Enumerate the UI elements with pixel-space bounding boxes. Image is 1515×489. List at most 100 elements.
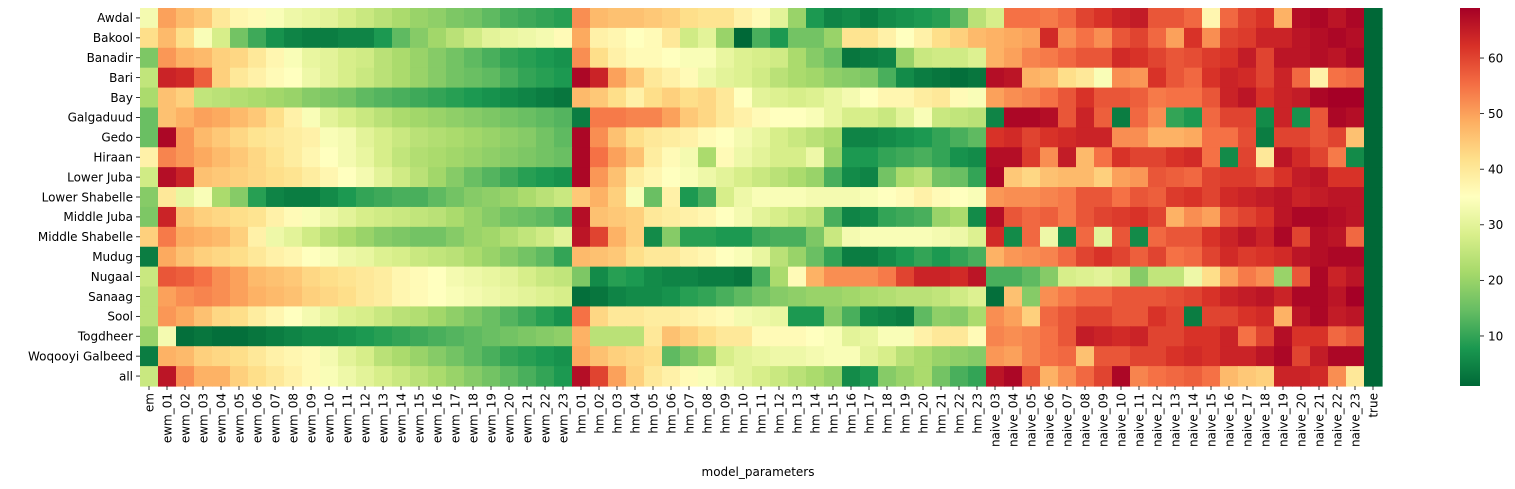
heatmap-cell [626, 366, 645, 387]
heatmap-cell [1094, 306, 1113, 327]
heatmap-cell [824, 286, 843, 308]
heatmap-cell [356, 286, 375, 308]
heatmap-cell [680, 306, 699, 327]
heatmap-cell [608, 187, 627, 208]
heatmap-cell [1274, 306, 1293, 327]
heatmap-cell [734, 366, 753, 387]
heatmap-cell [554, 8, 573, 29]
heatmap-cell [1094, 47, 1113, 69]
heatmap-cell [1310, 346, 1329, 367]
heatmap-cell [734, 226, 753, 248]
heatmap-cell [752, 27, 771, 49]
heatmap-cell [1310, 147, 1329, 168]
heatmap-cell [212, 87, 231, 109]
x-tick-label: em [142, 393, 156, 412]
heatmap-cell [806, 326, 825, 347]
heatmap-cell [536, 266, 555, 288]
heatmap-cell [1238, 326, 1257, 347]
heatmap-cell [896, 107, 915, 128]
heatmap-cell [1238, 226, 1257, 248]
heatmap-cell [680, 246, 699, 268]
heatmap-cell [1004, 87, 1023, 109]
heatmap-cell [878, 206, 897, 228]
heatmap-cell [158, 107, 177, 128]
heatmap-cell [212, 226, 231, 248]
heatmap-cell [590, 127, 609, 148]
heatmap-cell [1238, 87, 1257, 109]
heatmap-cell [140, 266, 159, 288]
heatmap-cell [374, 87, 393, 109]
heatmap-cell [554, 67, 573, 89]
x-tick-label: hm_08 [700, 393, 714, 434]
heatmap-cell [410, 107, 429, 128]
heatmap-cell [788, 47, 807, 69]
heatmap-cell [644, 306, 663, 327]
y-tick-label: Middle Shabelle [38, 230, 133, 244]
heatmap-cell [842, 246, 861, 268]
heatmap-cell [932, 167, 951, 188]
heatmap-cell [284, 167, 303, 188]
heatmap-cell [518, 206, 537, 228]
heatmap-cell [572, 107, 591, 128]
heatmap-cell [1292, 206, 1311, 228]
heatmap-cell [698, 67, 717, 89]
heatmap-cell [302, 27, 321, 49]
heatmap-cell [1130, 47, 1149, 69]
heatmap-cell [878, 67, 897, 89]
heatmap-cell [860, 147, 879, 168]
heatmap-cell [986, 326, 1005, 347]
heatmap-cell [500, 67, 519, 89]
heatmap-cell [860, 326, 879, 347]
heatmap-cell [878, 266, 897, 288]
heatmap-cell [608, 206, 627, 228]
heatmap-cell [446, 147, 465, 168]
heatmap-cell [752, 326, 771, 347]
heatmap-cell [1274, 67, 1293, 89]
heatmap-cell [302, 306, 321, 327]
heatmap-cell [410, 27, 429, 49]
heatmap-cell [248, 346, 267, 367]
heatmap-cell [464, 286, 483, 308]
heatmap-cell [1256, 326, 1275, 347]
heatmap-cell [1184, 326, 1203, 347]
heatmap-cell [680, 326, 699, 347]
heatmap-cell [500, 147, 519, 168]
heatmap-cell [1130, 107, 1149, 128]
heatmap-cell [572, 346, 591, 367]
heatmap-cell [410, 167, 429, 188]
heatmap-cell [698, 286, 717, 308]
heatmap-cell [1256, 67, 1275, 89]
heatmap-cell [1274, 226, 1293, 248]
heatmap-cell [1022, 226, 1041, 248]
heatmap-cell [752, 346, 771, 367]
heatmap-cell [1220, 167, 1239, 188]
heatmap-cell [1220, 246, 1239, 268]
heatmap-cell [824, 226, 843, 248]
heatmap-cell [914, 67, 933, 89]
heatmap-cell [1166, 67, 1185, 89]
heatmap-cell [896, 306, 915, 327]
heatmap-cell [644, 326, 663, 347]
heatmap-cell [716, 107, 735, 128]
heatmap-cell [788, 8, 807, 29]
heatmap-cell [284, 8, 303, 29]
x-tick-label: true [1366, 393, 1380, 418]
heatmap-cell [842, 147, 861, 168]
heatmap-cell [1022, 67, 1041, 89]
heatmap-cell [950, 8, 969, 29]
heatmap-cell [1130, 306, 1149, 327]
heatmap-cell [1364, 8, 1383, 29]
x-tick-label: hm_22 [952, 393, 966, 434]
heatmap-cell [590, 266, 609, 288]
heatmap-cell [302, 346, 321, 367]
x-axis-ticks: em ewm_01 ewm_02 ewm_03 ewm_04 ewm_05 ewm_06 ew… [142, 386, 1380, 447]
heatmap-cell [752, 366, 771, 387]
heatmap-cell [320, 127, 339, 148]
heatmap-cell [500, 167, 519, 188]
heatmap-cell [878, 107, 897, 128]
heatmap-cell [734, 326, 753, 347]
heatmap-cell [338, 346, 357, 367]
heatmap-cell [896, 206, 915, 228]
heatmap-cell [716, 27, 735, 49]
heatmap-cell [500, 27, 519, 49]
